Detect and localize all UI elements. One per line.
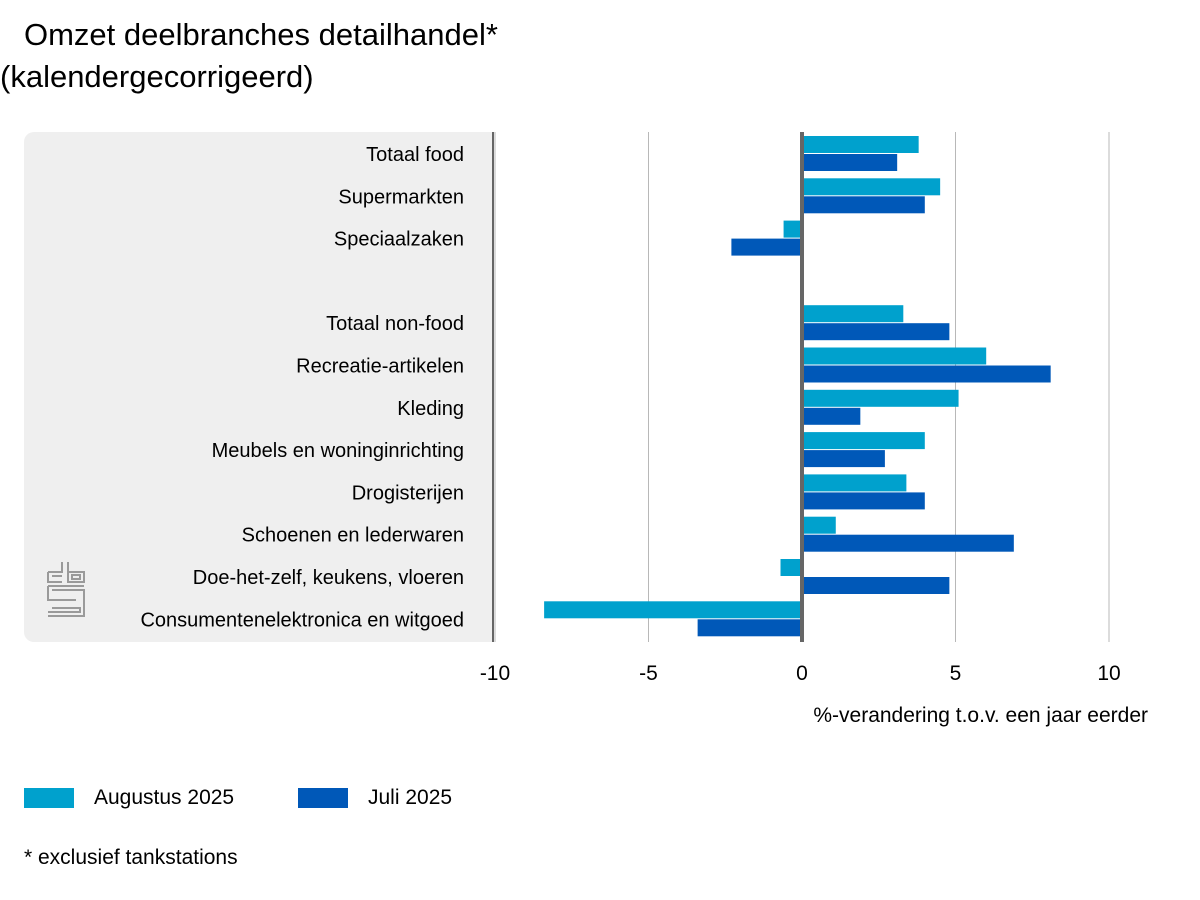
bar-augustus <box>802 305 904 323</box>
bar-juli <box>802 407 861 425</box>
legend-label-juli: Juli 2025 <box>368 786 453 809</box>
cbs-logo-icon <box>47 562 85 617</box>
bar-juli <box>697 619 802 637</box>
category-label-panel <box>24 132 493 642</box>
category-label: Totaal non-food <box>326 313 464 335</box>
bar-juli <box>802 323 950 341</box>
bar-augustus <box>802 432 925 450</box>
bar-juli <box>802 577 950 594</box>
x-tick-label: -5 <box>639 662 658 685</box>
category-label: Supermarkten <box>338 186 464 208</box>
x-tick-label: 0 <box>796 662 808 685</box>
legend-swatch-juli <box>298 788 348 808</box>
legend-item-augustus: Augustus 2025 <box>24 786 234 810</box>
bar-augustus <box>783 220 802 238</box>
bar-juli <box>802 492 925 510</box>
bar-augustus <box>802 178 941 196</box>
legend-label-augustus: Augustus 2025 <box>94 786 235 809</box>
bars <box>544 136 1051 637</box>
category-labels: Totaal food Supermarkten Speciaalzaken Tota… <box>140 144 464 631</box>
bar-juli <box>802 534 1014 552</box>
category-label: Meubels en woninginrichting <box>212 440 464 462</box>
category-label: Schoenen en lederwaren <box>242 525 464 547</box>
category-label: Totaal food <box>366 144 464 166</box>
bar-augustus <box>802 136 919 153</box>
bar-augustus <box>802 516 836 534</box>
x-tick-label: -10 <box>480 662 510 685</box>
category-label: Doe-het-zelf, keukens, vloeren <box>193 567 464 589</box>
category-label: Drogisterijen <box>352 482 464 504</box>
bar-juli <box>802 154 898 171</box>
bar-augustus <box>802 389 959 407</box>
footnote: * exclusief tankstations <box>24 846 238 869</box>
legend-swatch-augustus <box>24 788 74 808</box>
bar-juli <box>802 365 1051 383</box>
bar-juli <box>802 450 885 468</box>
x-tick-labels: -10 -5 0 5 10 <box>480 662 1121 685</box>
title-line-1: Omzet deelbranches detailhandel* <box>24 17 498 52</box>
grid-lines <box>494 132 1110 642</box>
title-line-2: (kalendergecorrigeerd) <box>0 59 314 94</box>
category-label: Recreatie-artikelen <box>296 356 464 378</box>
x-tick-label: 10 <box>1097 662 1120 685</box>
legend-item-juli: Juli 2025 <box>298 786 452 810</box>
category-label: Consumentenelektronica en witgoed <box>140 609 464 631</box>
bar-augustus <box>780 559 802 576</box>
bar-augustus <box>544 601 802 619</box>
category-label: Speciaalzaken <box>334 229 464 251</box>
bar-juli <box>802 196 925 214</box>
x-axis-label: %-verandering t.o.v. een jaar eerder <box>813 704 1148 727</box>
x-tick-label: 5 <box>950 662 962 685</box>
category-label: Kleding <box>397 398 464 420</box>
chart-title: Omzet deelbranches detailhandel* (kalend… <box>0 14 498 98</box>
bar-juli <box>731 238 802 256</box>
bar-augustus <box>802 347 987 365</box>
bar-augustus <box>802 474 907 492</box>
